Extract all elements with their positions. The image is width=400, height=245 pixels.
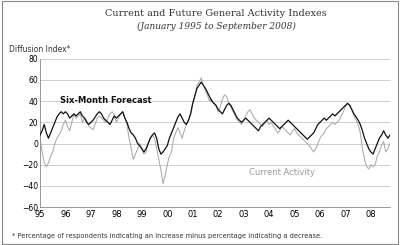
Text: Six-Month Forecast: Six-Month Forecast <box>60 96 152 105</box>
Text: Current and Future General Activity Indexes: Current and Future General Activity Inde… <box>105 9 327 18</box>
Text: Diffusion Index*: Diffusion Index* <box>10 45 71 53</box>
Text: * Percentage of respondents indicating an increase minus percentage indicating a: * Percentage of respondents indicating a… <box>12 233 322 239</box>
Text: Current Activity: Current Activity <box>249 168 315 177</box>
Text: (January 1995 to September 2008): (January 1995 to September 2008) <box>136 22 296 31</box>
